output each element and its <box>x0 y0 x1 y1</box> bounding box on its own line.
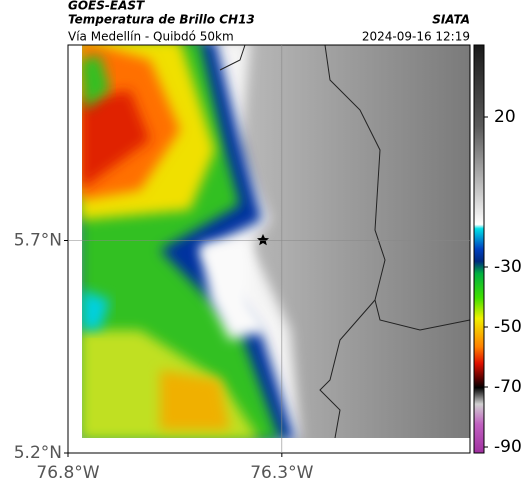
agency: SIATA <box>432 13 470 27</box>
colorbar <box>473 44 485 454</box>
location-star <box>257 234 269 246</box>
colorbar-tick-label: 20 <box>494 107 516 127</box>
colorbar-tick-label: -50 <box>494 317 522 337</box>
product-title: Temperatura de Brillo CH13 <box>68 13 255 27</box>
satellite-name: GOES-EAST <box>68 0 145 13</box>
timestamp: 2024-09-16 12:19 <box>362 30 470 44</box>
y-tick-label: 5.2°N <box>14 443 62 463</box>
y-tick-label: 5.7°N <box>14 231 62 251</box>
satellite-image <box>82 45 470 438</box>
route: Vía Medellín - Quibdó 50km <box>68 30 234 44</box>
map-frame <box>67 44 471 454</box>
x-tick-label: 76.3°W <box>250 463 313 483</box>
colorbar-tick-label: -30 <box>494 257 522 277</box>
colorbar-tick-label: -90 <box>494 437 522 457</box>
colorbar-tick-label: -70 <box>494 377 522 397</box>
x-tick-label: 76.8°W <box>36 463 99 483</box>
